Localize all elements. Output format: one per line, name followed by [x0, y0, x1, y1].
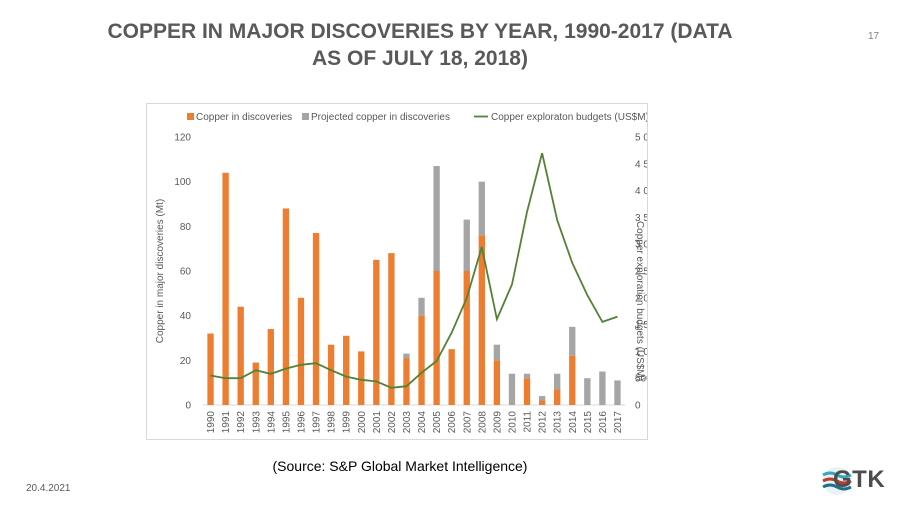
bar-projected — [599, 372, 605, 406]
bar-discoveries — [207, 334, 213, 405]
x-tick-label: 2000 — [357, 411, 368, 434]
legend-label: Projected copper in discoveries — [311, 112, 450, 123]
bar-discoveries — [298, 298, 304, 405]
source-note: (Source: S&P Global Market Intelligence) — [150, 458, 650, 474]
bar-discoveries — [554, 389, 560, 405]
y-right-tick-label: 0 — [635, 401, 641, 412]
legend-label: Copper in discoveries — [196, 112, 292, 123]
x-tick-label: 2012 — [538, 411, 549, 434]
bar-discoveries — [313, 233, 319, 405]
x-tick-label: 2004 — [417, 411, 428, 434]
bar-projected — [584, 378, 590, 405]
slide-title: COPPER IN MAJOR DISCOVERIES BY YEAR, 199… — [60, 18, 780, 72]
x-tick-label: 2007 — [462, 411, 473, 434]
x-tick-label: 1991 — [221, 411, 232, 434]
bar-discoveries — [253, 363, 259, 405]
x-tick-label: 1993 — [251, 411, 262, 434]
bar-discoveries — [388, 253, 394, 405]
slide-title-line2: AS OF JULY 18, 2018) — [60, 45, 780, 72]
page-number: 17 — [868, 31, 879, 42]
x-tick-label: 2003 — [402, 411, 413, 434]
bar-discoveries — [222, 173, 228, 405]
bar-projected — [403, 354, 409, 358]
bar-discoveries — [268, 329, 274, 405]
bar-discoveries — [449, 349, 455, 405]
bar-projected — [464, 220, 470, 271]
bar-projected — [569, 327, 575, 356]
bar-projected — [418, 298, 424, 316]
x-tick-label: 1997 — [312, 411, 323, 434]
bar-projected — [494, 345, 500, 361]
bar-projected — [539, 396, 545, 400]
y-right-tick-label: 4 000 — [635, 186, 647, 197]
bar-discoveries — [358, 351, 364, 405]
x-tick-label: 2011 — [523, 411, 534, 433]
bar-projected — [614, 380, 620, 405]
x-tick-label: 2014 — [568, 411, 579, 434]
x-tick-label: 1996 — [296, 411, 307, 434]
slide-title-line1: COPPER IN MAJOR DISCOVERIES BY YEAR, 199… — [60, 18, 780, 45]
x-tick-label: 1999 — [342, 411, 353, 434]
bar-projected — [433, 166, 439, 271]
chart-container: 0 20 40 60 80 100 120 0 500 1 000 1 500 2 000 2 500 3… — [146, 103, 648, 440]
bar-projected — [524, 374, 530, 378]
bar-projected — [554, 374, 560, 390]
x-tick-label: 2015 — [583, 411, 594, 434]
legend-swatch — [302, 113, 309, 120]
y-tick-label: 100 — [174, 177, 191, 188]
y-tick-label: 40 — [180, 311, 192, 322]
bar-discoveries — [328, 345, 334, 405]
bar-discoveries — [283, 208, 289, 405]
y-right-tick-label: 4 500 — [635, 159, 647, 170]
bar-discoveries — [494, 360, 500, 405]
y-tick-label: 60 — [180, 267, 192, 278]
x-tick-label: 2002 — [387, 411, 398, 434]
gtk-logo-text: GTK — [833, 466, 885, 494]
y-right-tick-label: 5 000 — [635, 133, 647, 144]
bar-discoveries — [539, 401, 545, 405]
x-tick-label: 2001 — [372, 411, 383, 434]
legend-swatch — [187, 113, 194, 120]
bar-discoveries — [343, 336, 349, 405]
x-tick-label: 2005 — [432, 411, 443, 434]
x-tick-label: 1994 — [266, 411, 277, 434]
x-tick-label: 1990 — [206, 411, 217, 434]
bar-discoveries — [238, 307, 244, 405]
x-tick-label: 1992 — [236, 411, 247, 434]
y-tick-label: 0 — [185, 401, 191, 412]
x-tick-label: 2013 — [553, 411, 564, 434]
x-tick-label: 2006 — [447, 411, 458, 434]
y-tick-label: 20 — [180, 356, 192, 367]
y-right-axis-label: Copper exploration budgets (US$M) — [634, 221, 645, 381]
bar-discoveries — [433, 271, 439, 405]
x-tick-label: 1998 — [327, 411, 338, 434]
legend-label: Copper exploraton budgets (US$M) — [491, 112, 647, 123]
x-tick-label: 2010 — [507, 411, 518, 434]
x-tick-label: 2009 — [492, 411, 503, 434]
bar-projected — [509, 374, 515, 405]
bar-discoveries — [524, 378, 530, 405]
y-axis-label: Copper in major discoveries (Mt) — [155, 199, 166, 344]
bar-discoveries — [418, 316, 424, 405]
bar-discoveries — [403, 358, 409, 405]
x-tick-label: 2017 — [613, 411, 624, 434]
x-tick-label: 2016 — [598, 411, 609, 434]
copper-discoveries-chart: 0 20 40 60 80 100 120 0 500 1 000 1 500 2 000 2 500 3… — [147, 104, 647, 439]
bar-projected — [479, 182, 485, 236]
x-tick-label: 2008 — [477, 411, 488, 434]
x-tick-label: 1995 — [281, 411, 292, 434]
y-tick-label: 120 — [174, 133, 191, 144]
slide-date: 20.4.2021 — [26, 483, 71, 494]
bar-discoveries — [569, 356, 575, 405]
y-tick-label: 80 — [180, 222, 192, 233]
